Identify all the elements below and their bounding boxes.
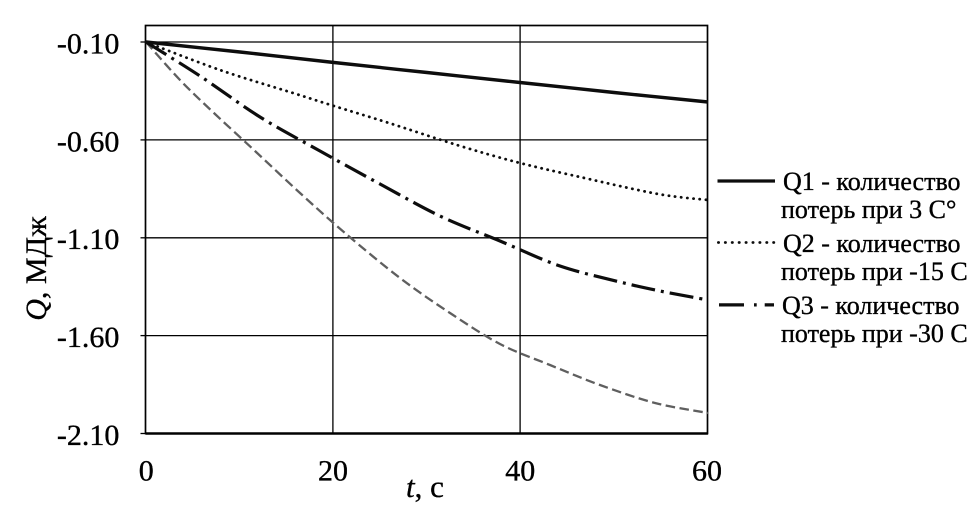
- svg-text:Q3 - количество: Q3 - количество: [782, 291, 960, 320]
- svg-text:t, с: t, с: [406, 469, 444, 504]
- svg-text:Q1 - количество: Q1 - количество: [783, 167, 961, 196]
- svg-text:Q2 - количество: Q2 - количество: [783, 229, 961, 258]
- svg-text:потерь при 3 С°: потерь при 3 С°: [781, 195, 956, 224]
- svg-text:60: 60: [692, 455, 722, 488]
- svg-text:-2.10: -2.10: [57, 419, 120, 452]
- svg-text:-1.60: -1.60: [57, 321, 120, 354]
- svg-text:0: 0: [139, 455, 154, 488]
- svg-text:-0.60: -0.60: [57, 125, 120, 158]
- svg-text:40: 40: [505, 455, 535, 488]
- svg-text:потерь при -30 С: потерь при -30 С: [781, 319, 968, 348]
- svg-text:Q, МДж: Q, МДж: [20, 216, 53, 321]
- svg-text:-1.10: -1.10: [57, 223, 120, 256]
- svg-text:-0.10: -0.10: [57, 27, 120, 60]
- svg-text:потерь при -15 С: потерь при -15 С: [781, 257, 968, 286]
- svg-text:20: 20: [318, 455, 348, 488]
